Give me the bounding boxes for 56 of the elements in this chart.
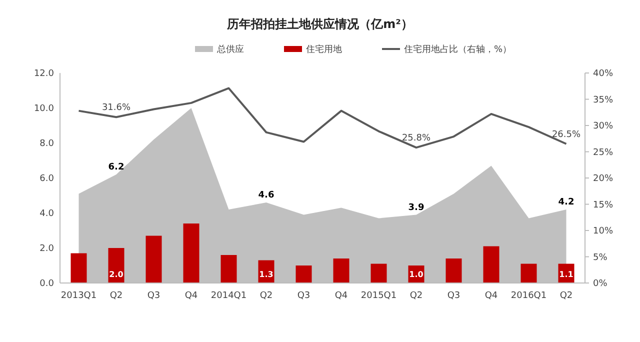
y2-tick-label: 20% (593, 174, 614, 184)
y2-tick-label: 0% (593, 279, 608, 289)
x-tick-label: 2013Q1 (60, 291, 97, 301)
bar (296, 266, 312, 283)
legend-label: 住宅用地占比（右轴，%） (404, 44, 512, 55)
data-label: 2.0 (109, 270, 124, 279)
y-tick-label: 10.0 (34, 104, 54, 114)
data-label: 1.3 (259, 270, 274, 279)
bar (520, 264, 537, 283)
y2-tick-label: 35% (593, 95, 614, 106)
bar (333, 258, 350, 283)
y2-tick-label: 15% (593, 200, 614, 210)
x-tick-label: Q4 (334, 291, 348, 301)
bar (108, 248, 124, 283)
data-label: 4.6 (258, 190, 274, 200)
y-tick-label: 12.0 (34, 69, 54, 79)
x-tick-label: Q2 (410, 291, 423, 301)
data-label: 1.0 (409, 270, 424, 279)
y-tick-label: 6.0 (40, 174, 54, 184)
y-tick-label: 2.0 (40, 244, 54, 254)
y2-tick-label: 30% (593, 122, 614, 132)
x-tick-label: Q3 (297, 291, 310, 301)
x-tick-label: Q4 (484, 291, 498, 301)
y2-tick-label: 5% (593, 252, 608, 263)
x-tick-label: 2014Q1 (210, 291, 247, 301)
y2-tick-label: 10% (593, 226, 614, 236)
x-tick-label: Q2 (110, 291, 123, 301)
y-tick-label: 0.0 (40, 279, 54, 289)
bar (370, 264, 387, 283)
data-label: 6.2 (108, 162, 124, 172)
x-tick-label: 2016Q1 (510, 291, 547, 301)
x-tick-label: Q4 (184, 291, 198, 301)
bar (146, 236, 162, 283)
y2-tick-label: 40% (593, 69, 614, 79)
data-label: 4.2 (558, 198, 574, 208)
y2-tick-label: 25% (593, 148, 614, 158)
bar (220, 255, 237, 283)
bar (70, 253, 87, 283)
legend-label: 住宅用地 (306, 44, 342, 55)
x-tick-label: Q3 (447, 291, 460, 301)
y-tick-label: 4.0 (40, 209, 54, 219)
data-label: 26.5% (552, 130, 581, 140)
x-tick-label: 2015Q1 (360, 291, 397, 301)
y-tick-label: 8.0 (40, 139, 54, 149)
x-tick-label: Q2 (260, 291, 273, 301)
data-label: 3.9 (408, 202, 424, 213)
bar (446, 258, 462, 283)
bar (183, 224, 200, 283)
legend-label: 总供应 (216, 44, 244, 55)
data-label: 31.6% (102, 103, 131, 114)
x-tick-label: Q2 (560, 291, 573, 301)
data-label: 25.8% (402, 134, 431, 144)
data-label: 1.1 (559, 270, 574, 279)
chart-title: 历年招拍挂土地供应情况（亿m²） (226, 17, 413, 31)
bar (483, 246, 500, 283)
x-tick-label: Q3 (147, 291, 160, 301)
